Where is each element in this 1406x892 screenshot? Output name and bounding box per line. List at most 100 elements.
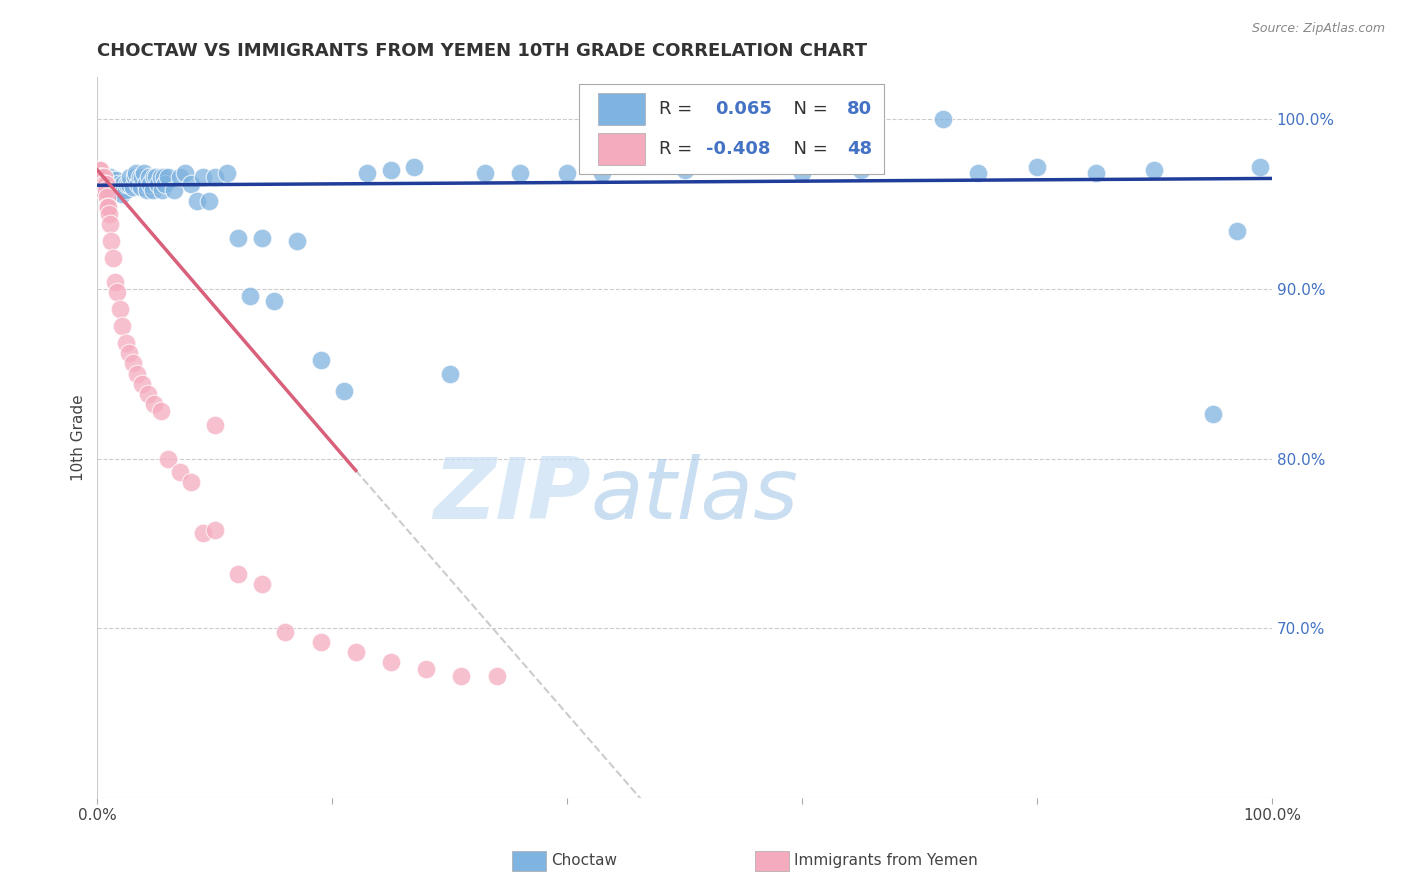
Point bbox=[1249, 160, 1271, 174]
Point bbox=[111, 186, 134, 201]
Point bbox=[142, 183, 165, 197]
Point bbox=[450, 669, 472, 683]
Point bbox=[91, 177, 114, 191]
FancyBboxPatch shape bbox=[598, 133, 645, 165]
Point bbox=[226, 566, 249, 581]
Point bbox=[98, 169, 121, 184]
Point bbox=[333, 384, 356, 398]
Point bbox=[94, 183, 117, 197]
Point bbox=[149, 404, 172, 418]
Point bbox=[131, 376, 153, 391]
Y-axis label: 10th Grade: 10th Grade bbox=[72, 394, 86, 481]
Point bbox=[136, 387, 159, 401]
Text: N =: N = bbox=[782, 140, 834, 158]
Point bbox=[439, 367, 461, 381]
Point bbox=[204, 417, 226, 432]
Point bbox=[120, 169, 142, 184]
Point bbox=[93, 177, 115, 191]
Point bbox=[131, 169, 153, 184]
Point bbox=[198, 194, 221, 208]
Point bbox=[380, 163, 402, 178]
Point bbox=[98, 207, 121, 221]
Point bbox=[1084, 166, 1107, 180]
Point bbox=[105, 183, 128, 197]
Point bbox=[118, 346, 141, 360]
Point bbox=[344, 645, 367, 659]
Point bbox=[104, 177, 127, 191]
Point bbox=[932, 112, 955, 126]
Point bbox=[97, 173, 120, 187]
Point bbox=[1143, 163, 1166, 178]
Point bbox=[125, 166, 148, 180]
Point bbox=[112, 177, 135, 191]
Point bbox=[169, 465, 191, 479]
Point bbox=[148, 177, 170, 191]
Point bbox=[163, 183, 186, 197]
Point bbox=[191, 169, 214, 184]
Point bbox=[90, 177, 112, 191]
Point bbox=[474, 166, 496, 180]
Point bbox=[149, 169, 172, 184]
Point bbox=[96, 190, 118, 204]
Point bbox=[91, 169, 114, 184]
Point bbox=[142, 397, 165, 411]
Point bbox=[191, 526, 214, 541]
Point bbox=[89, 180, 111, 194]
FancyBboxPatch shape bbox=[579, 84, 884, 174]
Text: Source: ZipAtlas.com: Source: ZipAtlas.com bbox=[1251, 22, 1385, 36]
Point bbox=[139, 177, 162, 191]
Point bbox=[309, 635, 332, 649]
Point bbox=[101, 252, 124, 266]
Point bbox=[121, 356, 143, 370]
Text: R =: R = bbox=[659, 100, 703, 118]
Point bbox=[124, 169, 146, 184]
Point bbox=[91, 169, 114, 184]
Point bbox=[94, 177, 117, 191]
Point bbox=[169, 169, 191, 184]
Text: -0.408: -0.408 bbox=[706, 140, 770, 158]
Point bbox=[110, 183, 132, 197]
Point bbox=[250, 231, 273, 245]
Point bbox=[1026, 160, 1049, 174]
Point bbox=[309, 353, 332, 368]
Point bbox=[100, 177, 122, 191]
Point bbox=[127, 367, 149, 381]
Point bbox=[555, 166, 578, 180]
Point bbox=[415, 662, 437, 676]
Point bbox=[380, 655, 402, 669]
Point bbox=[127, 177, 149, 191]
Point bbox=[121, 180, 143, 194]
Point bbox=[118, 177, 141, 191]
Point bbox=[91, 183, 114, 197]
Point bbox=[174, 166, 197, 180]
Text: Immigrants from Yemen: Immigrants from Yemen bbox=[794, 854, 979, 868]
Text: N =: N = bbox=[782, 100, 834, 118]
Point bbox=[180, 475, 202, 490]
Point bbox=[91, 183, 114, 197]
Point bbox=[204, 169, 226, 184]
Point bbox=[94, 177, 117, 191]
Point bbox=[274, 624, 297, 639]
Text: ZIP: ZIP bbox=[433, 453, 591, 537]
Text: Choctaw: Choctaw bbox=[551, 854, 617, 868]
Point bbox=[142, 169, 165, 184]
Point bbox=[356, 166, 378, 180]
Text: atlas: atlas bbox=[591, 453, 799, 537]
Point bbox=[101, 173, 124, 187]
Point bbox=[404, 160, 426, 174]
Point bbox=[100, 234, 122, 248]
Point bbox=[134, 166, 156, 180]
Point bbox=[97, 200, 120, 214]
Point bbox=[156, 451, 179, 466]
Point bbox=[87, 163, 110, 178]
Point bbox=[93, 169, 115, 184]
Point bbox=[250, 577, 273, 591]
Point bbox=[114, 183, 136, 197]
Point bbox=[115, 177, 138, 191]
Point bbox=[129, 180, 152, 194]
Point bbox=[186, 194, 208, 208]
Point bbox=[673, 163, 696, 178]
Point bbox=[108, 180, 131, 194]
Text: 80: 80 bbox=[846, 100, 872, 118]
Point bbox=[138, 169, 160, 184]
